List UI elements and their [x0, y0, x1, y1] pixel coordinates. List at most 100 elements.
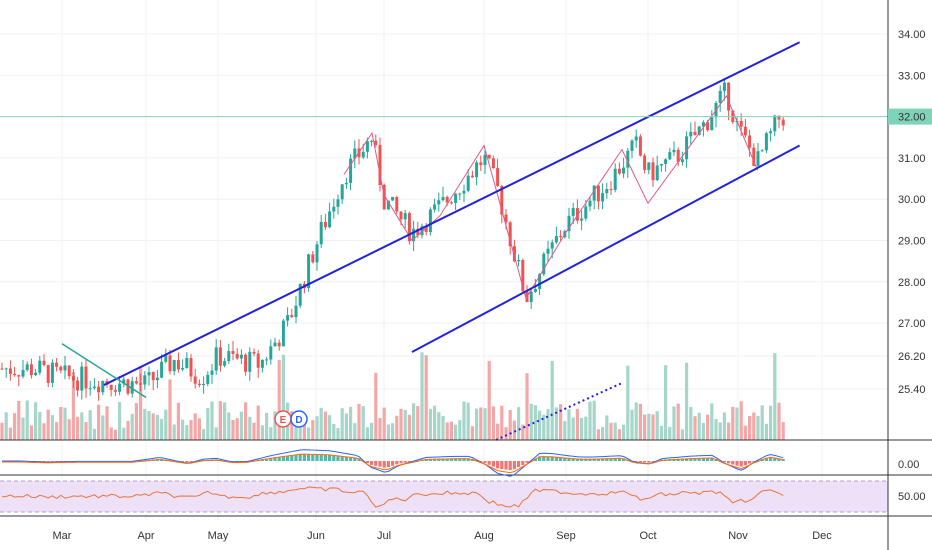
candle-body [176, 360, 180, 370]
candle-body [34, 372, 38, 376]
macd-hist-bar [496, 461, 500, 469]
volume-bar [617, 429, 621, 440]
channel-line [411, 144, 801, 353]
volume-bar [273, 411, 277, 440]
volume-bar [294, 425, 298, 440]
candle-body [706, 122, 710, 131]
downtrend-line [61, 343, 147, 399]
volume-bar [130, 413, 134, 440]
macd-hist-bar [38, 461, 42, 462]
volume-bar [370, 422, 374, 440]
candle-body [223, 361, 227, 366]
macd-hist-bar [185, 461, 189, 463]
month-label: Nov [728, 530, 748, 542]
candle-body [424, 226, 428, 233]
macd-hist-bar [584, 458, 588, 461]
volume-bar [571, 417, 575, 440]
candle-body [752, 147, 756, 166]
macd-hist-bar [735, 461, 739, 466]
candle-body [437, 200, 441, 205]
volume-bar [567, 409, 571, 440]
macd-hist-bar [433, 458, 437, 461]
candle-body [773, 115, 777, 132]
candle-body [680, 159, 684, 162]
candle-body [269, 346, 273, 360]
volume-bar [399, 408, 403, 440]
candle-body [336, 199, 340, 207]
macd-hist-bar [353, 457, 357, 461]
candle-body [584, 206, 588, 219]
volume-bar [189, 420, 193, 440]
candle-body [265, 359, 269, 361]
candle-body [281, 320, 285, 347]
macd-hist-bar [575, 458, 579, 461]
macd-hist-bar [634, 461, 638, 462]
candle-body [218, 347, 222, 366]
candle-body [622, 167, 626, 174]
candle-body [441, 196, 445, 201]
macd-hist-bar [697, 457, 701, 461]
macd-hist-bar [365, 461, 369, 464]
candle-body [781, 119, 785, 126]
volume-bar [76, 416, 80, 440]
volume-bar [55, 422, 59, 440]
volume-bar [17, 400, 21, 440]
candle-body [4, 368, 8, 370]
macd-hist-bar [269, 457, 273, 461]
candle-body [118, 383, 122, 392]
volume-bar [655, 411, 659, 440]
price-axis[interactable]: 34.00 33.00 31.00 30.00 29.00 28.00 27.00 26.20… [887, 0, 932, 550]
current-price-label: 32.00 [898, 112, 926, 124]
volume-bar [403, 410, 407, 440]
candle-body [290, 315, 294, 318]
candle-body [307, 254, 311, 289]
candle-body [202, 383, 206, 386]
price-tick-label: 29.00 [898, 236, 926, 248]
macd-hist-bar [638, 461, 642, 463]
candle-body [496, 168, 500, 186]
candle-body [479, 162, 483, 166]
trendlines[interactable] [0, 41, 888, 441]
volume-bar [706, 414, 710, 440]
volume-bar [307, 427, 311, 440]
month-label: Dec [812, 530, 832, 542]
macd-hist-bar [441, 458, 445, 461]
macd-hist-bar [281, 456, 285, 461]
month-label: Jun [307, 530, 325, 542]
candle-body [197, 383, 201, 386]
volume-bar [773, 353, 777, 440]
candle-body [181, 367, 185, 370]
volume-bar [118, 402, 122, 440]
chart-grid [0, 0, 888, 520]
macd-hist-bar [710, 457, 714, 461]
time-axis[interactable]: Mar Apr May Jun Jul Aug Sep Oct Nov Dec [53, 530, 833, 542]
macd-hist-bar [307, 454, 311, 461]
volume-bar [143, 408, 147, 440]
volume-bar [601, 427, 605, 440]
macd-hist-bar [781, 459, 785, 461]
volume-bar [134, 403, 138, 440]
volume-bar [88, 410, 92, 440]
volume-bar [777, 402, 781, 440]
volume-bar [378, 418, 382, 440]
price-tick-label: 33.00 [898, 70, 926, 82]
candle-body [84, 366, 88, 389]
macd-hist-bar [588, 458, 592, 461]
volume-bar [407, 414, 411, 440]
candle-body [475, 162, 479, 178]
volume-bar [517, 407, 521, 440]
candle-body [626, 150, 630, 168]
candle-body [567, 215, 571, 232]
volume-bar [630, 409, 634, 440]
candle-body [529, 291, 533, 303]
macd-hist-bar [340, 456, 344, 461]
volume-bar [764, 423, 768, 440]
candle-body [17, 375, 21, 377]
macd-hist-bar [722, 461, 726, 463]
macd-hist-bar [290, 455, 294, 461]
macd-hist-bar [479, 461, 483, 462]
candle-body [676, 149, 680, 162]
candle-body [21, 369, 25, 377]
